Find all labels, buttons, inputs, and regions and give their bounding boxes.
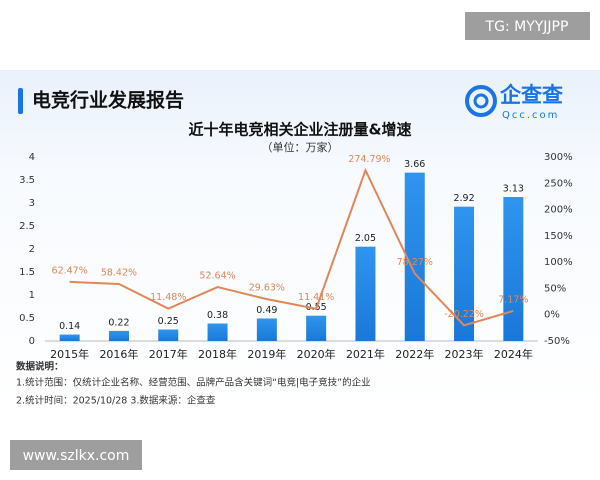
logo-icon [473, 93, 489, 109]
y2-tick-label: 100% [544, 257, 573, 268]
line-label: 29.63% [249, 283, 285, 294]
y-tick-label: 4 [29, 152, 35, 163]
header-bar [18, 88, 23, 114]
x-tick-label: 2017年 [149, 347, 188, 361]
bar [404, 172, 425, 341]
chart-title: 近十年电竞相关企业注册量&增速 [188, 121, 411, 139]
y-tick-label: 3 [29, 198, 35, 209]
bar-label: 0.14 [59, 321, 80, 332]
y-tick-label: 2 [29, 244, 35, 255]
bar [207, 323, 228, 341]
watermark: TG: MYYJJPP [485, 19, 569, 35]
note: 数据说明： [15, 361, 64, 373]
bar-label: 3.66 [404, 159, 425, 170]
watermark-box [10, 440, 142, 470]
line-label: 58.42% [101, 268, 137, 279]
note: 1.统计范围：仅统计企业名称、经营范围、品牌产品含关键词“电竞|电子竞技”的企业 [16, 377, 371, 389]
x-tick-label: 2020年 [297, 347, 336, 361]
line-label: 11.48% [150, 292, 186, 303]
line-label: 274.79% [348, 154, 390, 165]
y-tick-label: 1 [29, 290, 35, 301]
bar [454, 206, 475, 341]
bar [306, 315, 327, 341]
x-tick-label: 2024年 [494, 347, 533, 361]
bar [355, 246, 376, 341]
bar [158, 329, 179, 341]
x-tick-label: 2023年 [445, 347, 484, 361]
watermark: www.szlkx.com [23, 448, 130, 464]
y2-tick-label: 150% [544, 231, 573, 242]
y-tick-label: 2.5 [19, 221, 35, 232]
y-tick-label: 0.5 [19, 313, 35, 324]
bar [59, 334, 80, 341]
x-tick-label: 2021年 [346, 347, 385, 361]
note: 2.统计时间：2025/10/28 3.数据来源：企查查 [16, 395, 216, 407]
bar [256, 318, 277, 341]
line-label: 78.27% [397, 257, 433, 268]
x-tick-label: 2015年 [50, 347, 89, 361]
bar [503, 197, 524, 341]
panel [0, 70, 600, 412]
y-tick-label: 3.5 [19, 175, 35, 186]
y2-tick-label: 250% [544, 178, 573, 189]
bar-label: 3.13 [503, 184, 524, 195]
bar-label: 0.49 [256, 305, 277, 316]
bar-label: 0.38 [207, 310, 228, 321]
y2-tick-label: 50% [544, 283, 566, 294]
y-tick-label: 1.5 [19, 267, 35, 278]
y-tick-label: 0 [29, 336, 35, 347]
line-label: -20.22% [444, 309, 484, 320]
line-label: 62.47% [52, 265, 88, 276]
header-title: 电竞行业发展报告 [32, 89, 184, 112]
y2-tick-label: 0% [544, 310, 560, 321]
bar-label: 2.05 [355, 233, 376, 244]
bar-label: 2.92 [453, 193, 474, 204]
watermark-box [465, 12, 590, 40]
line-label: 11.41% [298, 292, 334, 303]
x-tick-label: 2019年 [247, 347, 286, 361]
x-tick-label: 2018年 [198, 347, 237, 361]
bar [108, 330, 129, 341]
logo-sub: Qcc.com [502, 110, 559, 121]
bar-label: 0.22 [108, 317, 129, 328]
logo-icon [465, 85, 497, 117]
bar-label: 0.25 [158, 316, 179, 327]
y2-tick-label: 200% [544, 205, 573, 216]
logo: 企查查 [499, 83, 563, 107]
x-tick-label: 2016年 [99, 347, 138, 361]
line-label: 52.64% [199, 271, 235, 282]
line-label: 7.17% [498, 294, 528, 305]
x-tick-label: 2022年 [395, 347, 434, 361]
chart-subtitle: （单位：万家） [262, 140, 339, 154]
y2-tick-label: -50% [544, 336, 570, 347]
y2-tick-label: 300% [544, 152, 573, 163]
line [69, 167, 514, 327]
